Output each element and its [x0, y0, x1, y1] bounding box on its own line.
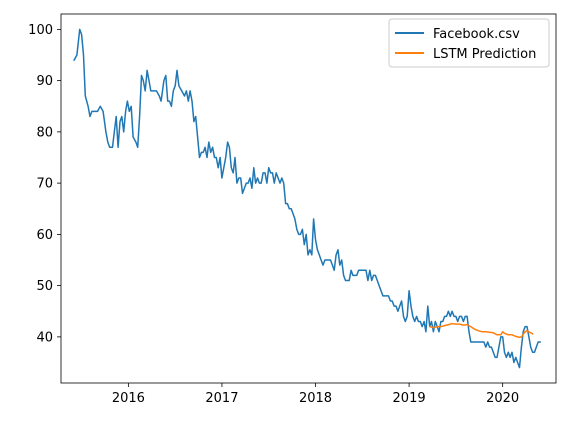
plot-frame [60, 13, 557, 384]
y-tick-label: 60 [36, 228, 53, 243]
legend-label-lstm: LSTM Prediction [433, 47, 536, 62]
y-tick-label: 100 [28, 23, 53, 38]
y-tick-label: 90 [36, 74, 53, 89]
x-tick-label: 2020 [486, 391, 519, 406]
y-tick-label: 80 [36, 125, 53, 140]
y-tick-label: 50 [36, 279, 53, 294]
legend-label-facebook: Facebook.csv [433, 27, 520, 42]
y-axis-ticks: 40 50 60 70 80 90 100 [28, 23, 61, 345]
x-tick-label: 2018 [299, 391, 332, 406]
x-axis-ticks: 2016 2017 2018 2019 2020 [112, 383, 519, 406]
x-tick-label: 2019 [393, 391, 426, 406]
x-tick-label: 2017 [205, 391, 238, 406]
series-line-lstm [428, 322, 534, 339]
y-tick-label: 40 [36, 330, 53, 345]
legend-box [388, 18, 550, 68]
legend: Facebook.csv LSTM Prediction [388, 18, 550, 68]
x-tick-label: 2016 [112, 391, 145, 406]
series-layer [73, 28, 541, 369]
y-tick-label: 70 [36, 177, 53, 192]
series-line-facebook [73, 28, 541, 369]
